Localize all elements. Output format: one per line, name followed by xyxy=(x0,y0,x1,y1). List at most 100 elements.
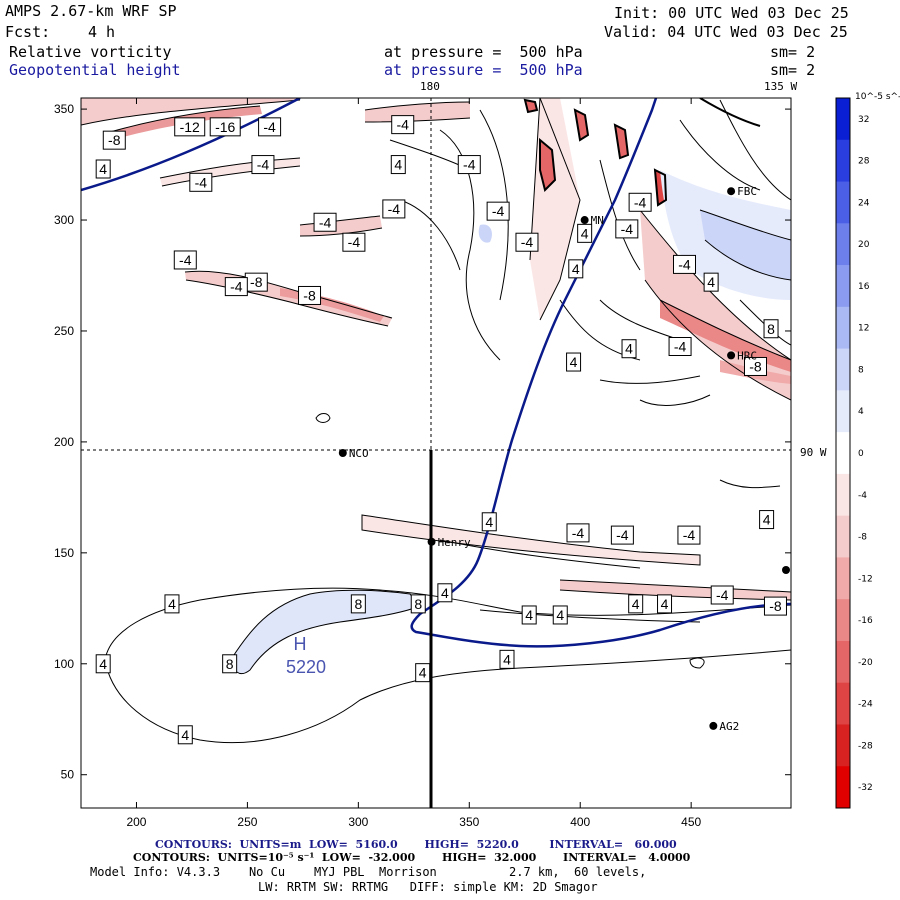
colorbar-segment xyxy=(836,390,850,433)
contour-label: -4 xyxy=(382,199,406,219)
contour-label-box xyxy=(566,352,582,372)
colorbar-label: 0 xyxy=(858,449,864,459)
colorbar-label: 20 xyxy=(858,240,870,250)
contour-label: -4 xyxy=(258,117,282,137)
contour-label-box xyxy=(251,155,275,175)
footer-contours-height: CONTOURS: UNITS=m LOW= 5160.0 HIGH= 5220… xyxy=(155,838,677,851)
colorbar-segment xyxy=(836,682,850,725)
station-label: Henry xyxy=(438,536,471,549)
station-label: FBC xyxy=(737,185,757,198)
plot-title: AMPS 2.67-km WRF SP xyxy=(5,2,177,20)
colorbar-label: -12 xyxy=(858,574,873,584)
contour-label: -4 xyxy=(173,250,197,270)
footer-physics: LW: RRTM SW: RRTMG DIFF: simple KM: 2D S… xyxy=(258,880,598,894)
contour-label: 4 xyxy=(437,583,453,603)
contour-label: -4 xyxy=(610,525,634,545)
contour-label-box xyxy=(577,223,593,243)
contour-labels: -8 -12 -16 -4 4 -4 -4 -4 4 -4 -4 -4 -4 -4 -8 -8 -4 -4 -4 4 4… xyxy=(95,115,787,745)
contour-label-box xyxy=(610,525,634,545)
contour-label-text: -4 xyxy=(263,119,276,135)
contour-label: 4 xyxy=(481,512,497,532)
contour-label-box xyxy=(382,199,406,219)
contour-label-text: -16 xyxy=(215,119,235,135)
x-tick-label: 300 xyxy=(348,815,368,829)
contour-label: -4 xyxy=(515,232,539,252)
station-label: MN xyxy=(591,214,604,227)
colorbar-label: -32 xyxy=(858,783,873,793)
colorbar: 32 28 24 20 16 12 8 4 0 -4 -8 -12 -16 -20 -24 -28 -32 xyxy=(835,97,873,809)
footer-model-info: Model Info: V4.3.3 No Cu MYJ PBL Morriso… xyxy=(90,865,647,879)
contour-label-text: 4 xyxy=(394,157,402,173)
contour-label-box xyxy=(515,232,539,252)
contour-label-box xyxy=(437,583,453,603)
contour-label-text: -4 xyxy=(179,252,192,268)
contour-label-text: 4 xyxy=(570,354,578,370)
field1-level: at pressure = 500 hPa xyxy=(384,43,583,61)
contour-label-text: 4 xyxy=(763,512,771,528)
contour-label: 4 xyxy=(566,352,582,372)
contour-label-box xyxy=(164,594,180,614)
station-marker xyxy=(709,721,718,730)
contour-label-box xyxy=(174,117,206,137)
contour-label-box xyxy=(703,272,719,292)
colorbar-frame xyxy=(835,97,851,809)
y-tick-label: 100 xyxy=(54,657,74,671)
contour-label-text: -4 xyxy=(674,339,687,355)
contour-label: 4 xyxy=(628,594,644,614)
contour-label-text: 4 xyxy=(632,596,640,612)
contour-label: 4 xyxy=(95,159,111,179)
contour-label-text: -4 xyxy=(716,587,729,603)
contour-label: -4 xyxy=(677,525,701,545)
contour-label-box xyxy=(298,285,322,305)
x-tick-label: 450 xyxy=(681,815,701,829)
contour-label: -8 xyxy=(298,285,322,305)
colorbar-label: 16 xyxy=(858,282,870,292)
contour-label-text: -4 xyxy=(319,214,332,230)
contour-label-box xyxy=(521,605,537,625)
contour-label-box xyxy=(313,212,337,232)
contour-label: -4 xyxy=(457,155,481,175)
contour-label: 4 xyxy=(621,339,637,359)
field1-smoothing: sm= 2 xyxy=(770,43,816,61)
y-tick-label: 200 xyxy=(54,435,74,449)
contour-label-box xyxy=(258,117,282,137)
contour-label-text: -8 xyxy=(749,358,762,374)
contour-label: 8 xyxy=(350,594,366,614)
colorbar-segment xyxy=(836,223,850,266)
colorbar-segment xyxy=(836,181,850,224)
contour-label-text: -4 xyxy=(572,525,585,541)
contour-label-box xyxy=(173,250,197,270)
station-label: HRC xyxy=(737,349,757,362)
contour-label-text: 4 xyxy=(419,665,427,681)
contour-label-box xyxy=(415,663,431,683)
colorbar-segment xyxy=(836,557,850,600)
contour-label-box xyxy=(390,155,406,175)
high-pressure-label: H xyxy=(294,634,307,654)
contour-label-box xyxy=(499,649,515,669)
contour-label-box xyxy=(552,605,568,625)
geopotential-5160-contour xyxy=(81,98,791,648)
contour-label: -4 xyxy=(313,212,337,232)
contour-label-text: -12 xyxy=(180,119,200,135)
colorbar-segment xyxy=(836,724,850,767)
axes: 200 250 300 350 400 450 350 300 250 200 150 100 50 xyxy=(54,98,791,829)
colorbar-label: 32 xyxy=(858,115,869,125)
station-label: NCO xyxy=(349,447,369,460)
contour-label-box xyxy=(342,232,366,252)
contour-label: 8 xyxy=(410,594,426,614)
contour-label: 4 xyxy=(759,510,775,530)
contour-label-text: -8 xyxy=(108,132,121,148)
vorticity-contours xyxy=(81,98,791,744)
contour-label: 8 xyxy=(222,654,238,674)
contour-label-box xyxy=(222,654,238,674)
contour-label-text: -4 xyxy=(492,203,505,219)
lon-label-90w: 90 W xyxy=(800,446,827,459)
station-marker xyxy=(727,187,736,196)
contour-label-text: 4 xyxy=(441,585,449,601)
contour-label-text: 4 xyxy=(707,274,715,290)
contour-label: -4 xyxy=(486,201,510,221)
contour-label-box xyxy=(410,594,426,614)
contour-label: 4 xyxy=(415,663,431,683)
contour-label-box xyxy=(350,594,366,614)
colorbar-label: 28 xyxy=(858,157,870,167)
